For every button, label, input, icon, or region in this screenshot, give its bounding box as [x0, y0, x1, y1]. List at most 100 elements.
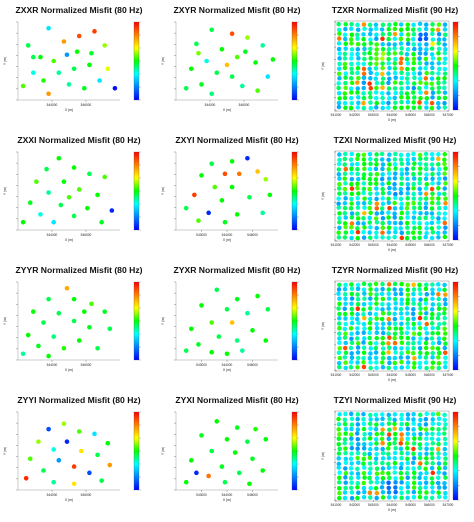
data-point [343, 80, 348, 86]
data-point [361, 75, 367, 81]
data-point [368, 412, 373, 418]
data-point [379, 436, 385, 442]
data-point [355, 416, 360, 422]
data-point [392, 66, 398, 71]
data-point [196, 218, 201, 223]
data-point [362, 210, 367, 216]
x-tick-label: 545000 [405, 503, 416, 507]
data-point [361, 61, 367, 67]
data-point [349, 171, 354, 176]
data-point [95, 452, 100, 458]
data-point [404, 166, 410, 172]
data-point [362, 291, 367, 296]
data-point [368, 85, 374, 91]
x-axis-label: X (m) [223, 108, 231, 112]
data-point [380, 456, 386, 461]
chart-panel: ZXYI Normalized Misfit (80 Hz) 543000 5440… [158, 132, 316, 262]
data-point [429, 465, 435, 471]
data-point [424, 81, 429, 86]
data-point [424, 90, 429, 95]
data-point [404, 91, 410, 96]
data-point [392, 157, 398, 162]
data-point [411, 200, 416, 206]
data-point [442, 311, 447, 316]
data-point [336, 291, 341, 297]
data-point [349, 70, 355, 76]
data-point [405, 416, 411, 422]
colorbar [291, 281, 298, 361]
data-point [386, 26, 392, 32]
data-point [430, 282, 435, 287]
data-point [429, 100, 435, 106]
data-point [411, 427, 416, 432]
chart-title: ZYYR Normalized Misfit (80 Hz) [15, 265, 143, 275]
data-point [411, 470, 417, 476]
data-point [380, 330, 386, 336]
data-point [386, 215, 391, 220]
data-point [386, 495, 392, 500]
data-point [336, 27, 342, 33]
data-point [380, 100, 386, 106]
data-point [436, 306, 442, 312]
data-point [436, 470, 441, 475]
data-point [374, 56, 379, 62]
data-point [361, 235, 367, 240]
data-point [411, 100, 416, 105]
data-point [423, 186, 429, 191]
data-point [424, 226, 429, 231]
data-point [348, 411, 354, 417]
data-point [436, 22, 442, 27]
data-point [76, 429, 82, 434]
data-point [368, 346, 374, 351]
data-point [82, 309, 87, 314]
data-point [411, 166, 416, 171]
data-point [392, 171, 398, 176]
data-point [424, 95, 430, 101]
scatter-plot: 541000 542000 543000 544000 545000 546000 5470… [321, 20, 460, 122]
data-point [336, 167, 342, 172]
data-point [343, 426, 349, 432]
data-point [399, 66, 404, 71]
x-tick-label: 544000 [47, 103, 58, 107]
colorbar [133, 281, 140, 361]
data-point [374, 422, 379, 427]
data-point [189, 66, 194, 72]
data-point [349, 445, 355, 451]
data-point [443, 341, 448, 346]
data-point [387, 205, 392, 211]
data-point [380, 296, 386, 302]
data-point [342, 221, 348, 226]
data-point [34, 179, 39, 184]
data-point [411, 51, 416, 57]
data-point [82, 86, 87, 91]
data-point [411, 205, 417, 211]
data-point [442, 436, 448, 442]
data-point [374, 172, 380, 177]
data-point [374, 292, 379, 297]
data-point [392, 450, 398, 456]
data-point [393, 476, 398, 481]
data-point [424, 365, 429, 371]
data-point [355, 350, 361, 355]
data-point [418, 306, 423, 311]
data-point [399, 450, 404, 456]
data-point [429, 436, 435, 441]
data-point [267, 192, 273, 198]
data-point [337, 412, 342, 417]
data-point [423, 51, 428, 56]
data-point [430, 411, 436, 417]
data-point [436, 490, 441, 495]
data-point [418, 431, 423, 437]
data-point [423, 162, 429, 167]
data-point [436, 475, 441, 481]
data-point [355, 86, 360, 91]
data-point [337, 181, 342, 187]
x-tick-label: 544000 [222, 363, 233, 367]
data-point [430, 181, 435, 186]
data-point [393, 75, 398, 81]
data-point [430, 417, 436, 422]
chart-panel: ZYYI Normalized Misfit (80 Hz) 544000 5460… [0, 392, 158, 522]
data-point [442, 191, 447, 197]
